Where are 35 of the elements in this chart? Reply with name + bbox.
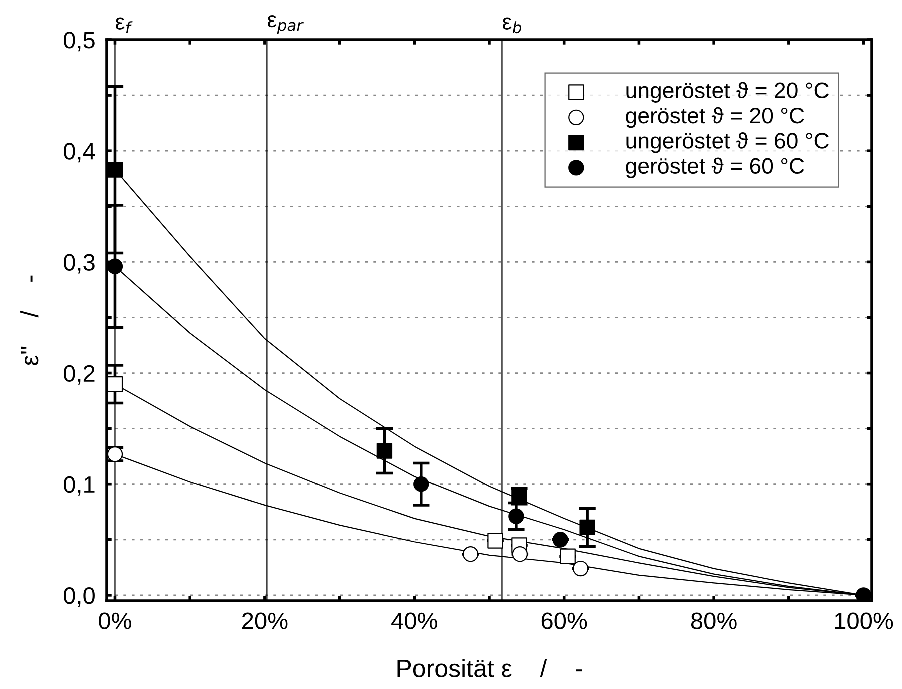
point [376,443,393,459]
x-tick-label: 80% [691,612,737,630]
point [572,560,589,577]
legend-label: geröstet ϑ = 20 °C [626,107,804,128]
ref-line-label: ε$_{f}$ [116,18,133,34]
point [552,532,568,548]
y-tick-label: 0,0 [64,588,95,608]
x-axis-title: Porosität ε / - [398,659,582,678]
y-tick-label: 0,3 [64,254,95,274]
x-tick-label: 100% [835,612,894,630]
legend-label: ungeröstet ϑ = 60 °C [626,132,829,154]
point [512,546,528,562]
x-tick-label: 20% [242,612,288,630]
y-tick-label: 0,1 [64,476,95,496]
x-tick-label: 0% [99,612,132,630]
ref-line-label: ε$_{b}$ [502,18,522,34]
point [488,533,504,549]
y-axis-title: ε'' / - [20,276,39,366]
point [107,258,124,274]
y-tick-label: 0,2 [64,365,95,385]
point [414,476,430,492]
point [107,376,124,392]
y-tick-label: 0,5 [64,32,95,52]
point [560,548,576,564]
ref-line-label: ε$_{par}$ [268,16,304,34]
y-tick-label: 0,4 [64,143,96,163]
point [508,508,524,524]
point [462,546,479,562]
point [856,588,872,601]
point [580,520,596,536]
legend-label: ungeröstet ϑ = 20 °C [626,82,829,103]
point [107,162,124,178]
x-tick-label: 60% [542,612,588,630]
x-tick-label: 40% [392,612,438,630]
legend-label: geröstet ϑ = 60 °C [626,158,804,178]
